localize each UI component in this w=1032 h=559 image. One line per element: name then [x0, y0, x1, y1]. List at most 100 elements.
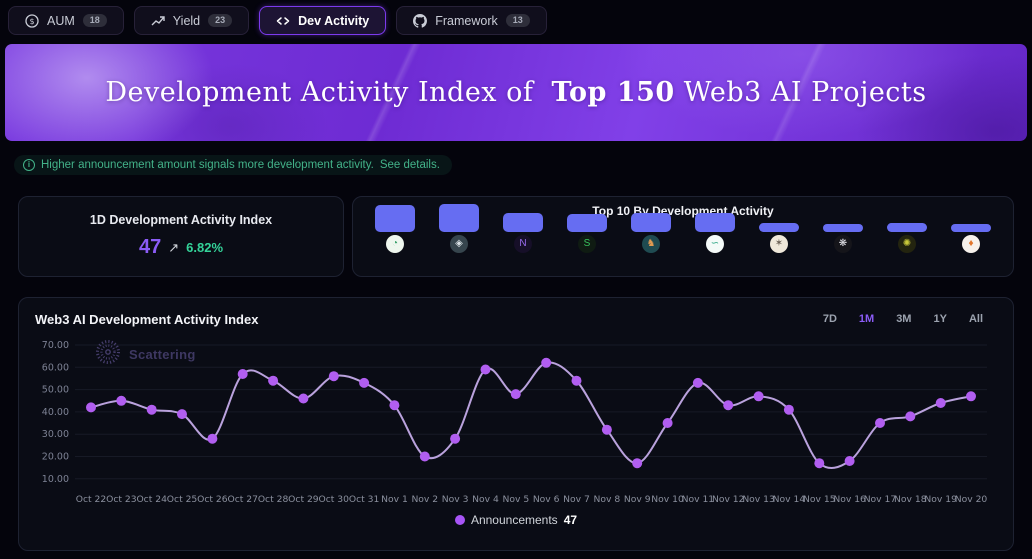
project-logo-4[interactable]: S	[578, 235, 596, 253]
svg-text:20.00: 20.00	[42, 451, 69, 462]
legend-value: 47	[564, 513, 577, 527]
summary-cards-row: 1D Development Activity Index 47 ↗ 6.82%…	[0, 175, 1032, 277]
project-logo-7[interactable]: ✶	[770, 235, 788, 253]
project-logo-5[interactable]: ♞	[642, 235, 660, 253]
top10-bar-column: ∽	[683, 213, 747, 253]
top10-bar[interactable]	[439, 204, 479, 232]
range-all[interactable]: All	[969, 313, 983, 325]
main-chart-card: Web3 AI Development Activity Index 7D1M3…	[18, 297, 1014, 551]
dollar-circle-icon: $	[25, 14, 39, 28]
project-logo-6[interactable]: ∽	[706, 235, 724, 253]
project-logo-9[interactable]: ✺	[898, 235, 916, 253]
code-icon	[276, 14, 290, 28]
top10-card: Top 10 By Development Activity ◔◈NS♞∽✶❋✺…	[352, 196, 1014, 277]
svg-text:Oct 28: Oct 28	[258, 494, 289, 505]
top10-bar-column: ❋	[811, 224, 875, 253]
project-logo-1[interactable]: ◔	[386, 235, 404, 253]
svg-text:Nov 11: Nov 11	[682, 494, 715, 505]
tab-framework[interactable]: Framework 13	[396, 6, 547, 35]
see-details-link[interactable]: See details.	[380, 159, 440, 171]
svg-text:Nov 2: Nov 2	[411, 494, 438, 505]
svg-text:Nov 9: Nov 9	[624, 494, 651, 505]
tab-label: Yield	[173, 14, 200, 28]
daily-index-value-row: 47 ↗ 6.82%	[139, 236, 223, 259]
top10-bar[interactable]	[503, 213, 543, 232]
chart-area: Scattering 70.0060.0050.0040.0030.0020.0…	[35, 333, 997, 511]
top10-bar-column: N	[491, 213, 555, 253]
top10-bar[interactable]	[375, 205, 415, 232]
svg-text:Oct 29: Oct 29	[288, 494, 319, 505]
range-1y[interactable]: 1Y	[933, 313, 946, 325]
top10-bar[interactable]	[759, 223, 799, 232]
svg-text:30.00: 30.00	[42, 429, 69, 440]
tab-badge: 18	[83, 14, 107, 27]
top10-bars: ◔ ◈ N S ♞ ∽ ✶ ❋ ✺ ♦	[353, 222, 1013, 253]
tab-aum[interactable]: $ AUM 18	[8, 6, 124, 35]
range-switcher: 7D 1M 3M 1Y All	[823, 313, 997, 325]
svg-text:10.00: 10.00	[42, 473, 69, 484]
top10-bar-column: ◔	[363, 205, 427, 253]
svg-text:Oct 30: Oct 30	[319, 494, 350, 505]
up-arrow-icon: ↗	[168, 240, 179, 256]
svg-text:Nov 3: Nov 3	[442, 494, 469, 505]
svg-text:Oct 25: Oct 25	[167, 494, 198, 505]
svg-text:Nov 20: Nov 20	[955, 494, 988, 505]
notice-text: Higher announcement amount signals more …	[41, 159, 374, 171]
project-logo-2[interactable]: ◈	[450, 235, 468, 253]
svg-text:Nov 15: Nov 15	[803, 494, 836, 505]
chart-legend[interactable]: Announcements 47	[35, 513, 997, 527]
page-title: Development Activity Index of Top 150 We…	[105, 77, 926, 108]
notice-row: i Higher announcement amount signals mor…	[0, 141, 1032, 175]
tab-badge: 23	[208, 14, 232, 27]
top10-bar[interactable]	[567, 214, 607, 232]
chart-header: Web3 AI Development Activity Index 7D1M3…	[35, 312, 997, 327]
svg-text:Oct 27: Oct 27	[227, 494, 258, 505]
top-nav: $ AUM 18 Yield 23 Dev Activity Framework…	[0, 0, 1032, 39]
top10-bar-column: S	[555, 214, 619, 253]
svg-text:Nov 19: Nov 19	[924, 494, 957, 505]
top10-bar[interactable]	[695, 213, 735, 232]
project-logo-8[interactable]: ❋	[834, 235, 852, 253]
range-7d[interactable]: 7D	[823, 313, 837, 325]
top10-bar-column: ✶	[747, 223, 811, 253]
top10-bar[interactable]	[823, 224, 863, 232]
svg-text:Nov 4: Nov 4	[472, 494, 499, 505]
top10-bar-column: ◈	[427, 204, 491, 253]
svg-text:Nov 1: Nov 1	[381, 494, 408, 505]
tab-label: AUM	[47, 14, 75, 28]
svg-text:Nov 5: Nov 5	[502, 494, 529, 505]
range-3m[interactable]: 3M	[896, 313, 911, 325]
range-1m[interactable]: 1M	[859, 313, 874, 325]
svg-text:Oct 31: Oct 31	[349, 494, 380, 505]
top10-bar[interactable]	[887, 223, 927, 232]
top10-bar-column: ✺	[875, 223, 939, 253]
tab-label: Dev Activity	[298, 14, 369, 28]
top10-bar[interactable]	[631, 213, 671, 232]
line-chart-svg[interactable]: 70.0060.0050.0040.0030.0020.0010.00Oct 2…	[35, 333, 997, 511]
trend-up-icon	[151, 14, 165, 28]
svg-text:40.00: 40.00	[42, 406, 69, 417]
top10-bar[interactable]	[951, 224, 991, 232]
svg-text:$: $	[29, 17, 34, 26]
svg-text:Oct 22: Oct 22	[76, 494, 107, 505]
tab-dev-activity[interactable]: Dev Activity	[259, 6, 386, 35]
page-title-highlight: Top 150	[552, 77, 675, 108]
project-logo-10[interactable]: ♦	[962, 235, 980, 253]
announcement-notice: i Higher announcement amount signals mor…	[14, 155, 452, 175]
svg-text:Nov 12: Nov 12	[712, 494, 745, 505]
svg-text:Nov 10: Nov 10	[651, 494, 684, 505]
daily-index-card: 1D Development Activity Index 47 ↗ 6.82%	[18, 196, 344, 277]
daily-index-value: 47	[139, 236, 161, 259]
tab-badge: 13	[506, 14, 530, 27]
top10-bar-column: ♞	[619, 213, 683, 253]
svg-text:Nov 16: Nov 16	[833, 494, 866, 505]
svg-text:50.00: 50.00	[42, 384, 69, 395]
svg-text:Oct 23: Oct 23	[106, 494, 137, 505]
svg-text:Nov 13: Nov 13	[742, 494, 775, 505]
top10-bar-column: ♦	[939, 224, 1003, 253]
project-logo-3[interactable]: N	[514, 235, 532, 253]
daily-index-title: 1D Development Activity Index	[90, 213, 272, 227]
svg-text:Oct 24: Oct 24	[136, 494, 167, 505]
tab-yield[interactable]: Yield 23	[134, 6, 249, 35]
svg-text:Nov 18: Nov 18	[894, 494, 927, 505]
